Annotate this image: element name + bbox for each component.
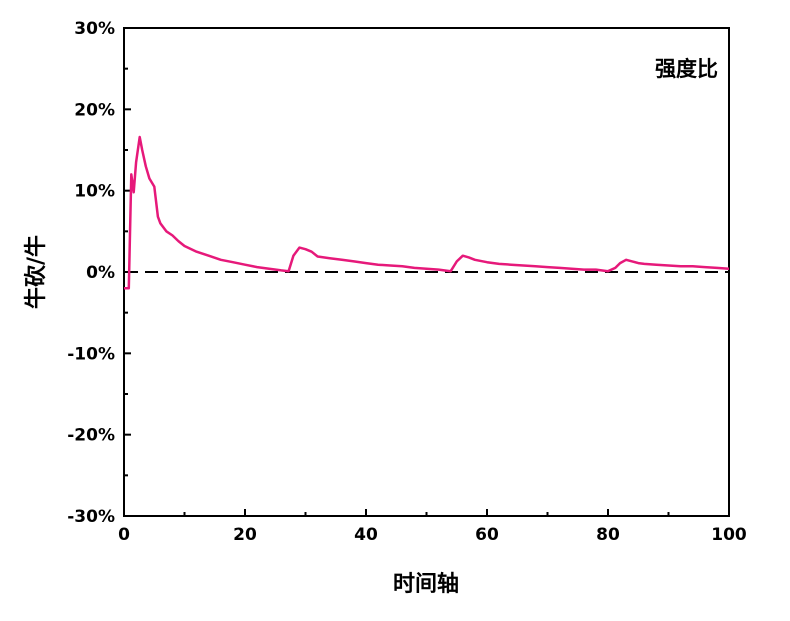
y-tick-label: 30% <box>74 19 115 39</box>
y-tick-label: 10% <box>74 182 115 202</box>
series-line <box>124 135 730 290</box>
x-tick-label: 20 <box>233 525 257 545</box>
y-tick-label: -10% <box>67 344 115 364</box>
x-axis-ticks: 0 20 40 60 80 100 <box>118 509 747 545</box>
x-tick-label: 0 <box>118 525 130 545</box>
y-axis-title: 牛砍/牛 <box>23 235 49 309</box>
y-tick-label: 0% <box>86 263 115 283</box>
y-axis-ticks: -30% -20% -10% 0% 10% 20% 30% <box>67 19 131 527</box>
legend-label: 强度比 <box>655 57 718 81</box>
x-axis-title: 时间轴 <box>393 571 459 597</box>
y-tick-label: 20% <box>74 100 115 120</box>
y-tick-label: -20% <box>67 426 115 446</box>
x-tick-label: 100 <box>711 525 747 545</box>
y-tick-label: -30% <box>67 507 115 527</box>
x-tick-label: 60 <box>475 525 499 545</box>
x-tick-label: 40 <box>354 525 378 545</box>
x-tick-label: 80 <box>596 525 620 545</box>
